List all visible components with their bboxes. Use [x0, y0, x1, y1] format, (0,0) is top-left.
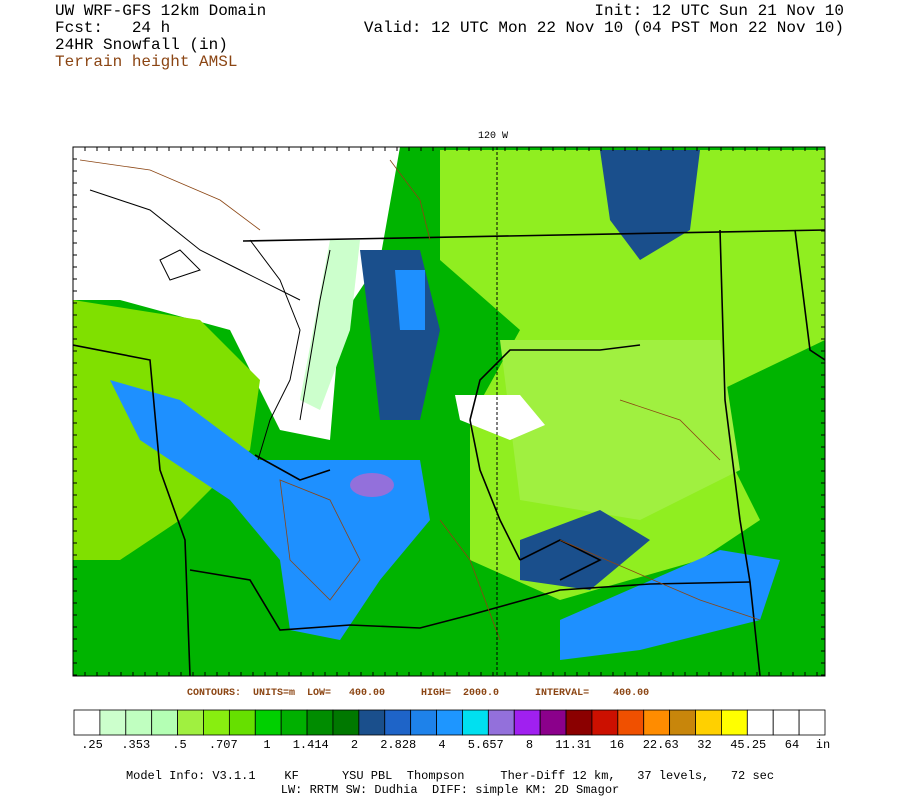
terrain-contours: [79, 159, 761, 641]
model-info: Model Info: V3.1.1 KF YSU PBL Thompson T…: [126, 769, 774, 783]
colorbar-label: .25: [81, 738, 103, 752]
colorbar-box: [617, 709, 645, 736]
init-time: Init: 12 UTC Sun 21 Nov 10: [594, 2, 844, 20]
colorbar-label: 11.31: [555, 738, 591, 752]
contour-info: CONTOURS: UNITS=m LOW= 400.00 HIGH= 2000…: [187, 688, 649, 699]
colorbar-box: [177, 709, 204, 736]
colorbar-box: [99, 709, 127, 736]
colorbar-label: .353: [121, 738, 150, 752]
colorbar-label: .5: [172, 738, 186, 752]
colorbar-label: 2.828: [380, 738, 416, 752]
colorbar: .25 .353 .5 .707 1 1.414 2 2.828 4 5.657 8 11.31 16 2…: [73, 709, 830, 752]
colorbar-box: [669, 709, 696, 736]
meridian-label: 120 W: [478, 131, 508, 142]
colorbar-box: [384, 709, 412, 736]
colorbar-box: [643, 709, 671, 736]
colorbar-box: [721, 709, 748, 736]
colorbar-box: [125, 709, 153, 736]
colorbar-label: 32: [697, 738, 711, 752]
colorbar-label: 5.657: [468, 738, 504, 752]
colorbar-box: [695, 709, 722, 736]
colorbar-box: [565, 709, 593, 736]
colorbar-box: [798, 709, 826, 736]
colorbar-box: [746, 709, 774, 736]
colorbar-box: [462, 709, 489, 736]
colorbar-box: [436, 709, 463, 736]
colorbar-label: 2: [351, 738, 358, 752]
borders: [73, 229, 825, 676]
colorbar-label: .707: [209, 738, 238, 752]
colorbar-label: 1: [263, 738, 270, 752]
colorbar-unit: in: [816, 738, 830, 752]
no-snow-area: [455, 395, 545, 440]
colorbar-box: [772, 709, 800, 736]
contour-field: Terrain height AMSL: [55, 53, 238, 71]
colorbar-box: [306, 709, 334, 736]
snow-area: [110, 380, 430, 640]
colorbar-box: [228, 709, 256, 736]
snow-area: [560, 550, 780, 660]
colorbar-box: [332, 709, 360, 736]
snow-area: [300, 240, 360, 410]
colorbar-box: [73, 709, 101, 736]
colorbar-box: [513, 709, 541, 736]
snow-max: [350, 473, 394, 497]
colorbar-box: [591, 709, 619, 736]
map: [72, 146, 826, 677]
snow-area: [500, 340, 740, 520]
title: UW WRF-GFS 12km Domain: [55, 2, 267, 20]
colorbar-label: 45.25: [730, 738, 766, 752]
field-name: 24HR Snowfall (in): [55, 36, 228, 54]
colorbar-label: 16: [610, 738, 624, 752]
colorbar-label: 22.63: [643, 738, 679, 752]
snow-area: [395, 270, 425, 330]
colorbar-box: [151, 709, 178, 736]
colorbar-box: [358, 709, 386, 736]
colorbar-box: [280, 709, 308, 736]
model-info: LW: RRTM SW: Dudhia DIFF: simple KM: 2D …: [281, 783, 619, 797]
coastline: [89, 189, 331, 461]
frame-ticks: [72, 146, 825, 676]
colorbar-label: 8: [526, 738, 533, 752]
colorbar-box: [410, 709, 437, 736]
colorbar-box: [539, 709, 567, 736]
colorbar-box: [487, 709, 515, 736]
colorbar-label: 64: [785, 738, 799, 752]
colorbar-label: 1.414: [293, 738, 329, 752]
colorbar-box: [254, 709, 282, 736]
colorbar-box: [203, 709, 230, 736]
snow-area: [520, 510, 650, 590]
forecast-hour: Fcst: 24 h: [55, 19, 171, 37]
valid-time: Valid: 12 UTC Mon 22 Nov 10 (04 PST Mon …: [363, 19, 844, 37]
colorbar-label: 4: [438, 738, 445, 752]
